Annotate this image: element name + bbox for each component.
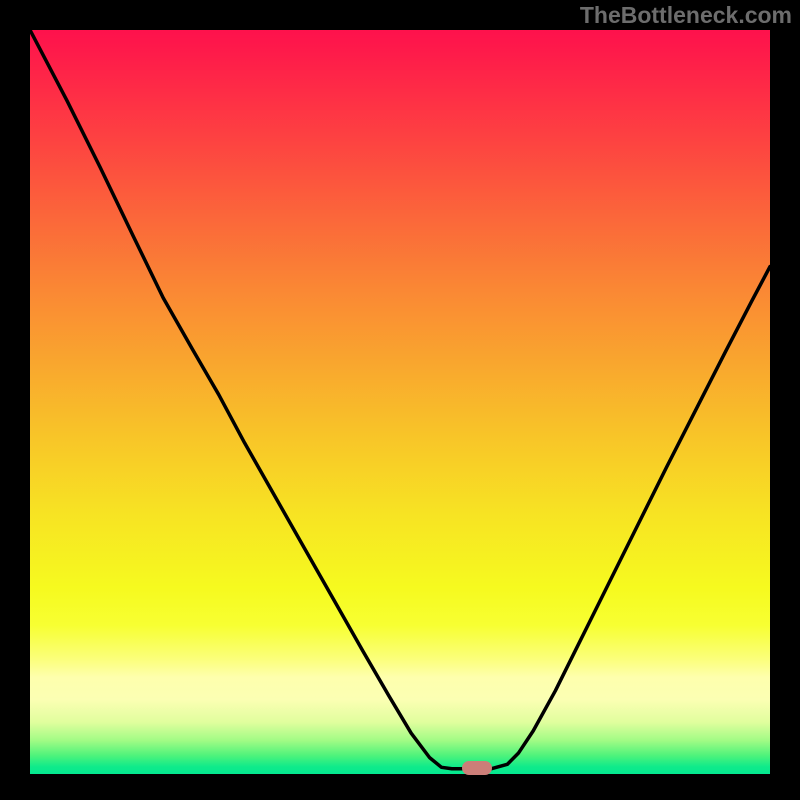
watermark-text: TheBottleneck.com xyxy=(580,2,792,29)
bottleneck-chart: TheBottleneck.com xyxy=(0,0,800,800)
plot-area xyxy=(30,30,770,774)
optimal-marker xyxy=(462,761,492,775)
gradient-background xyxy=(30,30,770,774)
